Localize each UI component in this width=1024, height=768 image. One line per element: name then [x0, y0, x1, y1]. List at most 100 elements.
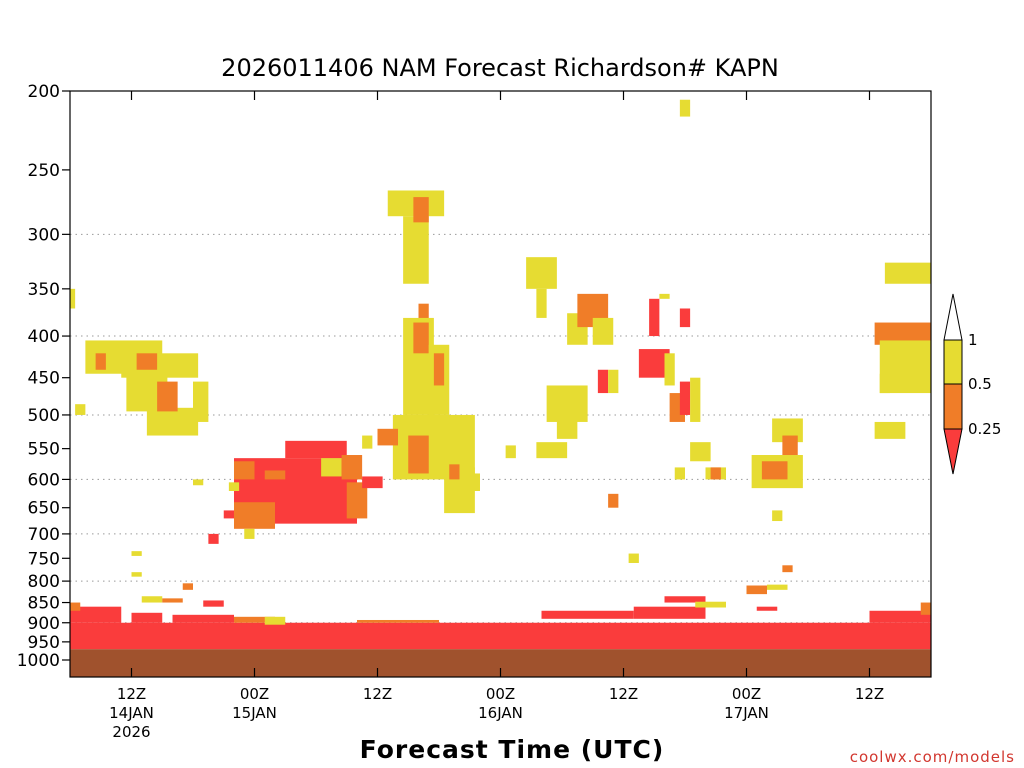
ri-cell-38 [346, 482, 368, 519]
x-tick-label-3-0: 00Z [486, 685, 515, 703]
y-tick-label-250: 250 [28, 161, 60, 181]
ri-cell-80 [690, 377, 701, 422]
ri-cell-31 [75, 404, 86, 415]
ri-cell-81 [679, 99, 691, 117]
y-tick-label-550: 550 [28, 440, 60, 460]
ri-cell-20 [203, 600, 224, 607]
x-tick-label-4-0: 12Z [609, 685, 638, 703]
credit-text: coolwx.com/models [850, 748, 1015, 766]
ri-cell-74 [649, 298, 660, 337]
legend-label-0: 1 [968, 331, 978, 349]
ri-cell-2 [131, 612, 163, 623]
y-tick-label-750: 750 [28, 549, 60, 569]
ri-cell-62 [362, 435, 373, 449]
legend-arrow-top [943, 293, 963, 341]
ri-cell-14 [869, 610, 931, 623]
ri-cell-85 [690, 442, 711, 462]
y-tick-label-900: 900 [28, 614, 60, 634]
ri-cell-45 [223, 510, 234, 519]
ri-cell-4 [234, 616, 275, 623]
legend-arrow-low [943, 428, 963, 475]
x-tick-label-1-1: 15JAN [232, 704, 277, 722]
ri-cell-71 [597, 369, 609, 394]
ri-cell-34 [285, 440, 347, 459]
ri-cell-12 [767, 584, 788, 590]
ri-cell-21 [131, 572, 142, 577]
ri-cell-57 [377, 428, 398, 446]
legend-label-2: 0.25 [968, 420, 1001, 438]
ri-cell-32 [70, 288, 76, 309]
grid-lines [70, 233, 931, 661]
ri-cell-89 [761, 461, 788, 480]
ri-cell-77 [664, 353, 675, 386]
ri-cell-70 [536, 442, 568, 459]
ri-cell-61 [505, 445, 516, 459]
richardson-regions [70, 99, 931, 650]
y-tick-label-200: 200 [28, 82, 60, 102]
ri-cell-1 [70, 606, 122, 623]
chart-title: 2026011406 NAM Forecast Richardson# KAPN [221, 54, 779, 82]
y-tick-label-400: 400 [28, 327, 60, 347]
ri-cell-43 [193, 479, 204, 486]
ri-cell-26 [146, 407, 199, 436]
x-tick-label-1-0: 00Z [240, 685, 269, 703]
ri-cell-7 [541, 610, 634, 619]
ri-cell-93 [782, 565, 793, 573]
ri-cell-69 [556, 414, 578, 439]
x-tick-label-5-1: 17JAN [724, 704, 769, 722]
ri-cell-52 [413, 322, 429, 354]
x-tick-label-0-0: 12Z [117, 685, 146, 703]
ri-cell-29 [157, 381, 178, 412]
y-tick-label-450: 450 [28, 369, 60, 389]
ri-cell-28 [136, 353, 158, 370]
ri-cell-8 [633, 606, 706, 619]
x-tick-label-0-2: 2026 [112, 723, 150, 741]
y-tick-label-950: 950 [28, 633, 60, 653]
x-axis-label: Forecast Time (UTC) [360, 735, 665, 764]
ri-cell-97 [874, 421, 906, 439]
legend: 1 0.5 0.25 [943, 293, 1001, 475]
ri-cell-3 [172, 614, 234, 623]
y-axis: 200 250 300 350 400 450 500 550 600 650 700 750 8008… [17, 82, 70, 671]
ri-cell-94 [884, 262, 931, 284]
ri-cell-35 [321, 458, 342, 477]
x-tick-label-6-0: 12Z [855, 685, 884, 703]
y-tick-label-800: 800 [28, 572, 60, 592]
y-tick-label-350: 350 [28, 280, 60, 300]
y-tick-label-700: 700 [28, 525, 60, 545]
ri-cell-30 [95, 353, 106, 370]
ri-cell-37 [234, 502, 275, 529]
legend-box-high [943, 339, 963, 385]
y-tick-label-300: 300 [28, 225, 60, 245]
ri-cell-46 [362, 476, 383, 489]
ri-cell-49 [413, 197, 429, 223]
ri-cell-64 [536, 288, 547, 318]
ri-cell-95 [874, 322, 931, 345]
ri-cell-19 [182, 583, 193, 590]
ri-cell-79 [679, 381, 691, 415]
ri-cell-5 [264, 616, 286, 625]
legend-label-1: 0.5 [968, 375, 992, 393]
ri-cell-11 [746, 585, 767, 595]
ri-cell-75 [679, 308, 691, 328]
x-tick-label-5-0: 00Z [732, 685, 761, 703]
ri-cell-13 [756, 606, 778, 611]
legend-box-mid [943, 383, 963, 430]
ri-cell-36 [234, 461, 255, 480]
ri-cell-50 [418, 303, 429, 328]
y-tick-label-650: 650 [28, 499, 60, 519]
ri-cell-22 [131, 551, 142, 556]
ri-cell-39 [341, 455, 363, 480]
ri-cell-10 [695, 601, 726, 608]
ri-cell-6 [357, 619, 439, 623]
ri-cell-72 [608, 369, 619, 394]
ri-cell-59 [449, 464, 460, 480]
ri-cell-48 [403, 216, 429, 284]
ri-cell-15 [920, 602, 931, 615]
ri-cell-27 [193, 381, 209, 422]
x-tick-label-2-0: 12Z [363, 685, 392, 703]
ri-cell-67 [592, 317, 614, 345]
ri-cell-42 [244, 528, 255, 539]
